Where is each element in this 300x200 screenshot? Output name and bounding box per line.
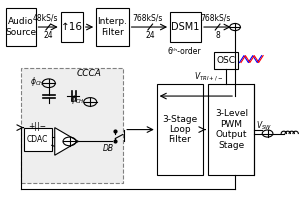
- FancyBboxPatch shape: [24, 128, 52, 151]
- Text: CCCA: CCCA: [76, 69, 101, 78]
- Text: 6ᵗʰ-order: 6ᵗʰ-order: [168, 47, 202, 56]
- FancyBboxPatch shape: [61, 12, 83, 42]
- Text: ↑16: ↑16: [61, 22, 83, 32]
- Text: −: −: [54, 129, 64, 142]
- Text: 3-Stage
Loop
Filter: 3-Stage Loop Filter: [162, 115, 197, 144]
- Text: DSM1: DSM1: [171, 22, 200, 32]
- Text: +: +: [54, 140, 64, 153]
- FancyBboxPatch shape: [208, 84, 254, 175]
- Text: CDAC: CDAC: [27, 135, 48, 144]
- FancyBboxPatch shape: [170, 12, 201, 42]
- FancyBboxPatch shape: [21, 68, 123, 183]
- Text: DB: DB: [102, 144, 113, 153]
- Text: $\phi_{CH}$: $\phi_{CH}$: [30, 75, 44, 88]
- Text: 768kS/s: 768kS/s: [133, 13, 163, 22]
- Text: +||−: +||−: [28, 122, 46, 131]
- FancyBboxPatch shape: [6, 8, 35, 46]
- Text: OSC: OSC: [217, 56, 236, 65]
- Text: 48kS/s: 48kS/s: [33, 13, 58, 22]
- Text: $V_{SW}$: $V_{SW}$: [256, 119, 272, 132]
- FancyBboxPatch shape: [214, 52, 238, 69]
- Polygon shape: [55, 128, 78, 155]
- Text: 768kS/s: 768kS/s: [200, 13, 230, 22]
- Text: 3-Level
PWM
Output
Stage: 3-Level PWM Output Stage: [215, 109, 248, 150]
- Text: $V_{TRI+/-}$: $V_{TRI+/-}$: [194, 70, 223, 83]
- Text: 24: 24: [44, 31, 53, 40]
- FancyBboxPatch shape: [157, 84, 202, 175]
- Text: Interp.
Filter: Interp. Filter: [98, 17, 128, 37]
- Text: 24: 24: [146, 31, 155, 40]
- Text: Audio
Source: Audio Source: [5, 17, 36, 37]
- Text: 8: 8: [215, 31, 220, 40]
- Text: $\phi_{CH}$: $\phi_{CH}$: [70, 94, 84, 106]
- FancyBboxPatch shape: [96, 8, 129, 46]
